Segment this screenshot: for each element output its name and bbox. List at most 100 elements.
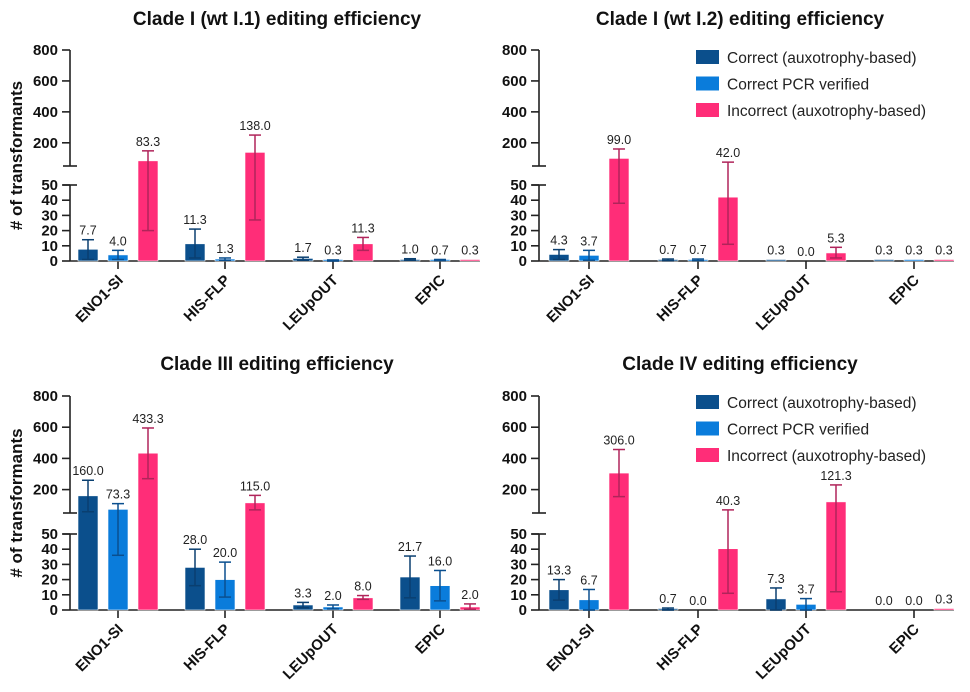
y-tick-label: 10 [41, 587, 58, 604]
bar [77, 495, 99, 611]
y-tick-label: 10 [510, 587, 527, 604]
chart-title: Clade III editing efficiency [160, 354, 394, 375]
y-tick-label: 0 [50, 602, 58, 619]
data-label: 0.3 [875, 244, 892, 258]
x-category-label: HIS-FLP [181, 621, 234, 674]
y-tick-label: 20 [510, 223, 527, 240]
y-tick-label: 10 [510, 238, 527, 255]
x-category-label: EPIC [886, 272, 923, 309]
data-label: 0.0 [905, 594, 922, 608]
y-tick-label: 800 [33, 388, 58, 405]
y-tick-label: 40 [41, 192, 58, 209]
y-tick-label: 30 [41, 207, 58, 224]
x-category-label: LEUpOUT [280, 621, 342, 683]
x-category-label: EPIC [412, 621, 449, 658]
data-label: 138.0 [239, 119, 270, 133]
data-label: 2.0 [461, 588, 478, 602]
data-label: 0.3 [935, 244, 952, 258]
x-category-label: ENO1-SI [72, 621, 126, 675]
data-label: 8.0 [354, 580, 371, 594]
data-label: 0.7 [659, 243, 676, 257]
bar [933, 608, 955, 611]
y-tick-label: 600 [33, 419, 58, 436]
data-label: 3.7 [580, 234, 597, 248]
data-label: 7.7 [79, 224, 96, 238]
x-category-label: ENO1-SI [72, 272, 126, 326]
y-tick-label: 0 [519, 602, 527, 619]
y-tick-label: 600 [502, 73, 527, 90]
y-tick-label: 20 [41, 572, 58, 589]
y-tick-label: 40 [510, 541, 527, 558]
bar [765, 259, 787, 262]
data-label: 73.3 [106, 488, 130, 502]
legend-swatch [696, 395, 719, 409]
y-tick-label: 50 [41, 526, 58, 543]
x-category-label: HIS-FLP [654, 621, 707, 674]
data-label: 1.3 [216, 242, 233, 256]
y-tick-label: 400 [33, 450, 58, 467]
data-label: 16.0 [428, 554, 452, 568]
legend-label: Incorrect (auxotrophy-based) [727, 448, 926, 465]
x-category-label: LEUpOUT [280, 272, 342, 334]
data-label: 0.7 [689, 243, 706, 257]
data-label: 7.3 [767, 572, 784, 586]
bar [933, 259, 955, 262]
y-tick-label: 10 [41, 238, 58, 255]
y-tick-label: 200 [502, 482, 527, 499]
data-label: 11.3 [183, 213, 206, 227]
y-tick-label: 600 [502, 419, 527, 436]
legend-label: Correct PCR verified [727, 77, 869, 94]
x-category-label: HIS-FLP [181, 272, 234, 325]
data-label: 1.7 [294, 241, 311, 255]
x-category-label: LEUpOUT [753, 621, 815, 683]
x-category-label: EPIC [412, 272, 449, 309]
y-tick-label: 0 [50, 253, 58, 270]
data-label: 6.7 [580, 573, 597, 587]
y-tick-label: 50 [510, 526, 527, 543]
y-tick-label: 0 [519, 253, 527, 270]
legend-label: Correct (auxotrophy-based) [727, 395, 917, 412]
data-label: 3.7 [797, 583, 814, 597]
data-label: 4.0 [109, 234, 126, 248]
data-label: 0.7 [431, 243, 448, 257]
bar [244, 502, 266, 611]
data-label: 0.3 [324, 244, 341, 258]
y-axis-label: # of transformants [7, 428, 26, 577]
data-label: 0.3 [461, 244, 478, 258]
legend-swatch [696, 76, 719, 91]
data-label: 40.3 [716, 494, 740, 508]
y-tick-label: 30 [510, 556, 527, 573]
y-tick-label: 400 [502, 104, 527, 121]
y-tick-label: 30 [41, 556, 58, 573]
y-tick-label: 50 [510, 177, 527, 194]
data-label: 306.0 [603, 434, 634, 448]
data-label: 0.0 [797, 245, 814, 259]
y-tick-label: 20 [510, 572, 527, 589]
legend-swatch [696, 103, 719, 117]
y-axis-label: # of transformants [7, 81, 26, 230]
y-tick-label: 400 [33, 104, 58, 121]
data-label: 99.0 [607, 133, 631, 147]
data-label: 2.0 [324, 589, 341, 603]
data-label: 115.0 [240, 479, 270, 493]
data-label: 3.3 [294, 586, 311, 600]
y-tick-label: 400 [502, 450, 527, 467]
x-category-label: EPIC [886, 621, 923, 658]
data-label: 0.0 [875, 594, 892, 608]
legend-swatch [696, 50, 719, 64]
y-tick-label: 800 [33, 42, 58, 59]
chart-title: Clade I (wt I.1) editing efficiency [133, 9, 422, 30]
data-label: 0.3 [935, 593, 952, 607]
bar [459, 259, 481, 262]
y-tick-label: 600 [33, 73, 58, 90]
data-label: 11.3 [351, 221, 374, 235]
chart-title: Clade IV editing efficiency [622, 354, 858, 375]
data-label: 83.3 [136, 135, 160, 149]
data-label: 21.7 [398, 540, 422, 554]
x-category-label: HIS-FLP [654, 272, 707, 325]
x-category-label: ENO1-SI [543, 621, 597, 675]
data-label: 121.3 [820, 469, 851, 483]
chart-title: Clade I (wt I.2) editing efficiency [596, 9, 885, 30]
legend-label: Correct PCR verified [727, 422, 869, 439]
